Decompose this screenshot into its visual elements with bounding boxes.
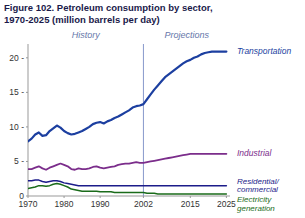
x-tick [143,196,144,198]
series-label: Industrial [237,148,273,158]
y-tick [26,92,28,93]
plot-area [28,44,226,196]
series-label-line: Electricity [237,195,272,204]
series-line [28,52,226,142]
series-label-line: Industrial [237,148,273,158]
x-tick [100,196,101,198]
series-line [28,184,226,194]
y-tick-label: 10 - [9,122,24,132]
x-axis-line [28,196,230,197]
x-tick-label: 2002 [134,199,153,209]
series-label-line: Transportation [237,46,291,56]
projections-label: Projections [164,30,209,40]
series-label-line: commercial [237,185,278,194]
y-tick-label: 20 - [9,53,24,63]
x-tick [190,196,191,198]
title: Figure 102. Petroleum consumption by sec… [4,2,213,13]
x-tick-label: 1970 [19,199,38,209]
history-label: History [72,30,101,40]
x-tick-label: 1990 [91,199,110,209]
y-tick [26,57,28,58]
series-label-line: generation [237,204,275,213]
y-tick-label: 15 - [9,87,24,97]
y-tick [26,161,28,162]
divider-line [143,44,144,196]
x-tick-label: 2025 [217,199,236,209]
x-tick [28,196,29,198]
series-label: Electricitygeneration [237,195,275,213]
y-tick [26,126,28,127]
chart: Figure 102. Petroleum consumption by sec… [0,0,305,218]
series-label: Transportation [237,46,291,56]
y-axis-line [28,44,29,196]
x-tick-label: 1980 [55,199,74,209]
series-line [28,180,226,186]
series-line [28,154,226,170]
x-tick-label: 2015 [181,199,200,209]
subtitle: 1970-2025 (million barrels per day) [4,14,160,25]
x-tick [226,196,227,198]
series-label-line: Residential/ [237,177,280,186]
series-label: Residential/commercial [237,177,280,195]
y-tick-label: 5 - [14,156,24,166]
x-tick [64,196,65,198]
